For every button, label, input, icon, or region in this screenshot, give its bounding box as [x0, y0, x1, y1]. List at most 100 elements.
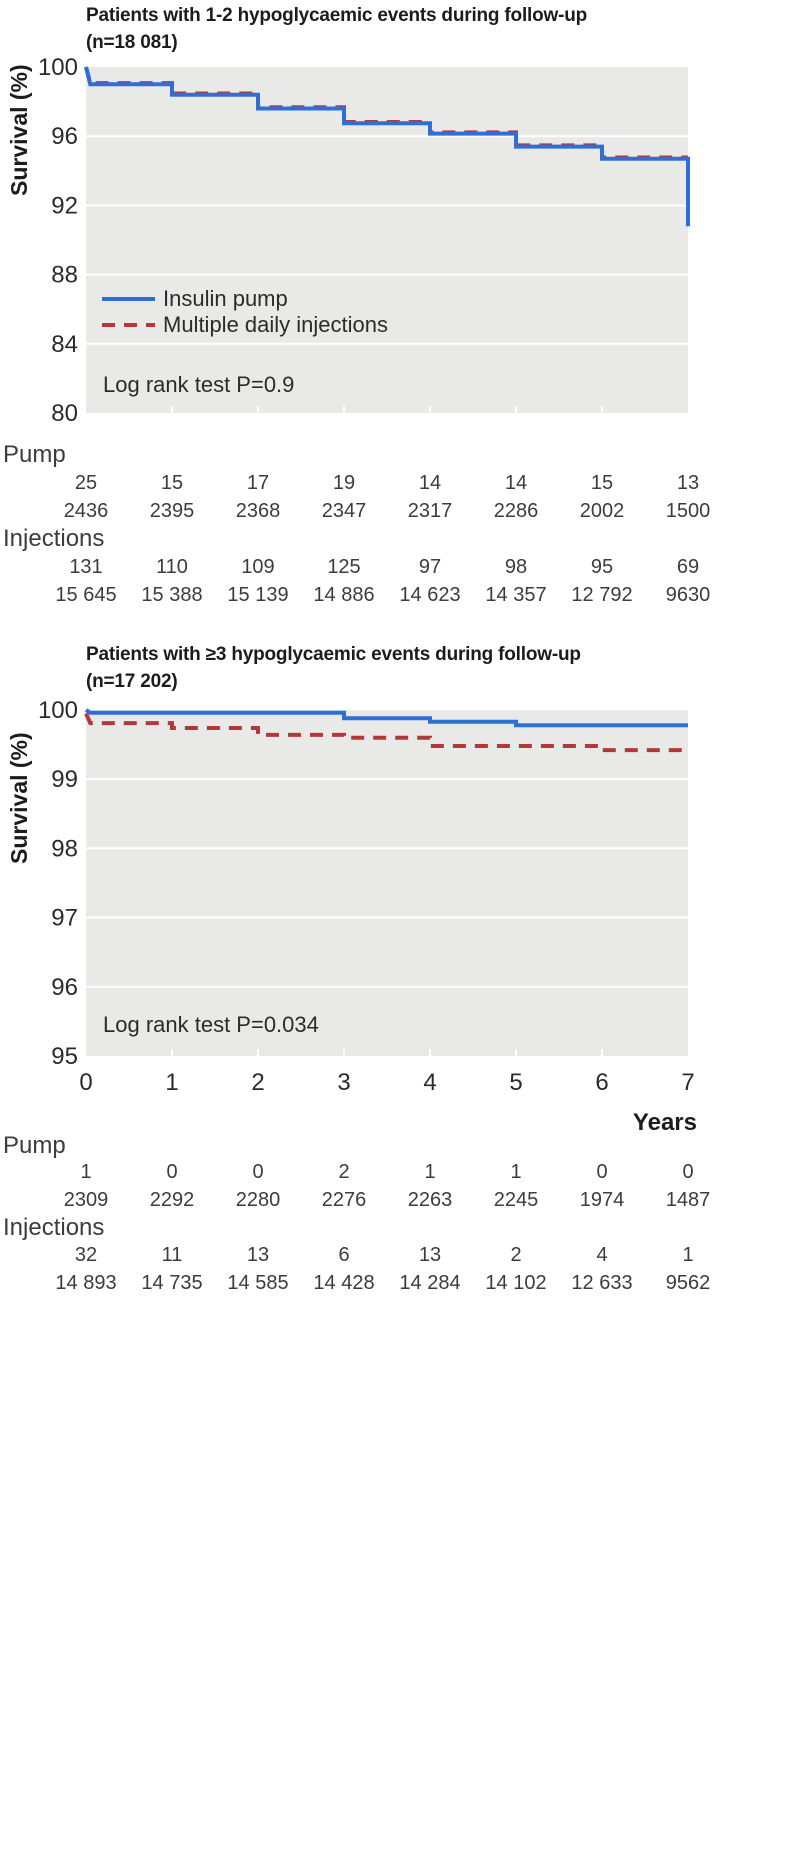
risk-cell: 14 [504, 472, 528, 494]
chart1-y-axis-label: Survival (%) [6, 64, 32, 196]
risk-cell: 1 [682, 1244, 694, 1266]
risk-cell: 1487 [665, 1189, 711, 1211]
chart2-log-rank-text: Log rank test P=0.034 [103, 1012, 319, 1037]
risk-cell: 14 428 [313, 1272, 375, 1294]
risk-cell: 2347 [321, 500, 367, 522]
risk-cell: 12 792 [571, 584, 633, 606]
km-curve-pump [84, 708, 688, 728]
chart2-title: Patients with ≥3 hypoglycaemic events du… [86, 641, 581, 695]
risk-cell: 0 [682, 1161, 694, 1183]
chart1-title-line2: (n=18 081) [86, 32, 178, 53]
x-axis-title-years: Years [632, 1109, 697, 1136]
risk-cell: 9562 [665, 1272, 711, 1294]
risk-cell: 15 [590, 472, 614, 494]
risk-cell: 69 [676, 556, 700, 578]
risk-cell: 15 645 [55, 584, 117, 606]
risk-cell: 13 [246, 1244, 270, 1266]
risk-table2-injections-atrisk-row: 14 893 14 735 14 585 14 428 14 284 14 102 12 6… [0, 1271, 808, 1295]
risk-cell: 1974 [579, 1189, 625, 1211]
risk-table1-pump-label: Pump [3, 441, 66, 468]
risk-cell: 15 [160, 472, 184, 494]
risk-cell: 0 [166, 1161, 178, 1183]
y-tick-label: 95 [51, 1043, 78, 1070]
risk-cell: 2263 [407, 1189, 453, 1211]
x-tick-label: 4 [423, 1069, 436, 1096]
x-tick-label: 1 [165, 1069, 178, 1096]
km-curve-pump [84, 66, 690, 227]
km-curve-injections [84, 712, 688, 753]
risk-cell: 1500 [665, 500, 711, 522]
risk-table2-pump-events-row: 1 0 0 2 1 1 0 0 [0, 1160, 808, 1184]
risk-cell: 2 [338, 1161, 350, 1183]
risk-cell: 32 [74, 1244, 98, 1266]
risk-cell: 109 [241, 556, 275, 578]
risk-cell: 110 [156, 556, 188, 578]
risk-cell: 14 623 [399, 584, 461, 606]
x-tick-label: 6 [595, 1069, 608, 1096]
risk-cell: 14 [418, 472, 442, 494]
y-tick-label: 98 [51, 835, 78, 862]
chart1-title: Patients with 1-2 hypoglycaemic events d… [86, 2, 587, 56]
x-tick-label: 5 [509, 1069, 522, 1096]
risk-table2-injections-events-row: 32 11 13 6 13 2 4 1 [0, 1243, 808, 1267]
chart1-legend-label-injections: Multiple daily injections [163, 312, 388, 337]
risk-cell: 131 [69, 556, 103, 578]
risk-cell: 2286 [493, 500, 539, 522]
risk-cell: 2309 [63, 1189, 109, 1211]
risk-cell: 14 735 [141, 1272, 203, 1294]
risk-cell: 125 [327, 556, 361, 578]
risk-table1-injections-label: Injections [3, 525, 105, 552]
y-tick-label: 96 [51, 123, 78, 150]
y-tick-label: 97 [51, 905, 78, 932]
chart1-log-rank-text: Log rank test P=0.9 [103, 372, 295, 397]
chart2-y-axis-label: Survival (%) [6, 732, 32, 864]
risk-cell: 2368 [235, 500, 281, 522]
risk-cell: 15 139 [227, 584, 289, 606]
risk-cell: 98 [504, 556, 528, 578]
y-tick-label: 99 [51, 766, 78, 793]
y-tick-label: 92 [51, 192, 78, 219]
x-tick-label: 3 [337, 1069, 350, 1096]
y-tick-label: 100 [38, 54, 78, 81]
risk-cell: 14 886 [313, 584, 375, 606]
risk-table1-pump-atrisk-row: 2436 2395 2368 2347 2317 2286 2002 1500 [0, 499, 808, 523]
y-tick-label: 100 [38, 697, 78, 724]
risk-cell: 2002 [579, 500, 625, 522]
risk-cell: 17 [246, 472, 270, 494]
risk-cell: 2317 [407, 500, 453, 522]
risk-table1-injections-events-row: 131 110 109 125 97 98 95 69 [0, 555, 808, 579]
risk-cell: 2 [510, 1244, 522, 1266]
risk-cell: 11 [161, 1244, 183, 1266]
risk-cell: 0 [596, 1161, 608, 1183]
risk-cell: 1 [510, 1161, 522, 1183]
risk-cell: 14 585 [227, 1272, 289, 1294]
risk-cell: 1 [80, 1161, 92, 1183]
risk-cell: 6 [338, 1244, 350, 1266]
y-tick-label: 88 [51, 262, 78, 289]
risk-cell: 2436 [63, 500, 109, 522]
risk-table1-pump-events-row: 25 15 17 19 14 14 15 13 [0, 471, 808, 495]
risk-cell: 12 633 [571, 1272, 633, 1294]
risk-cell: 97 [418, 556, 442, 578]
chart1-title-line1: Patients with 1-2 hypoglycaemic events d… [86, 5, 588, 26]
risk-table2-pump-atrisk-row: 2309 2292 2280 2276 2263 2245 1974 1487 [0, 1188, 808, 1212]
x-tick-label: 0 [79, 1069, 92, 1096]
risk-cell: 2276 [321, 1189, 367, 1211]
risk-cell: 14 102 [485, 1272, 547, 1294]
risk-cell: 14 357 [485, 584, 547, 606]
x-tick-label: 7 [681, 1069, 694, 1096]
risk-cell: 4 [596, 1244, 608, 1266]
risk-cell: 2280 [235, 1189, 281, 1211]
risk-cell: 13 [418, 1244, 442, 1266]
risk-cell: 0 [252, 1161, 264, 1183]
risk-cell: 2292 [149, 1189, 195, 1211]
risk-table1-injections-atrisk-row: 15 645 15 388 15 139 14 886 14 623 14 357 12 7… [0, 583, 808, 607]
chart2-title-line1: Patients with ≥3 hypoglycaemic events du… [86, 644, 581, 665]
y-tick-label: 84 [51, 331, 78, 358]
risk-cell: 14 893 [55, 1272, 117, 1294]
risk-table2-injections-label: Injections [3, 1214, 105, 1241]
y-tick-label: 96 [51, 974, 78, 1001]
risk-cell: 13 [676, 472, 700, 494]
